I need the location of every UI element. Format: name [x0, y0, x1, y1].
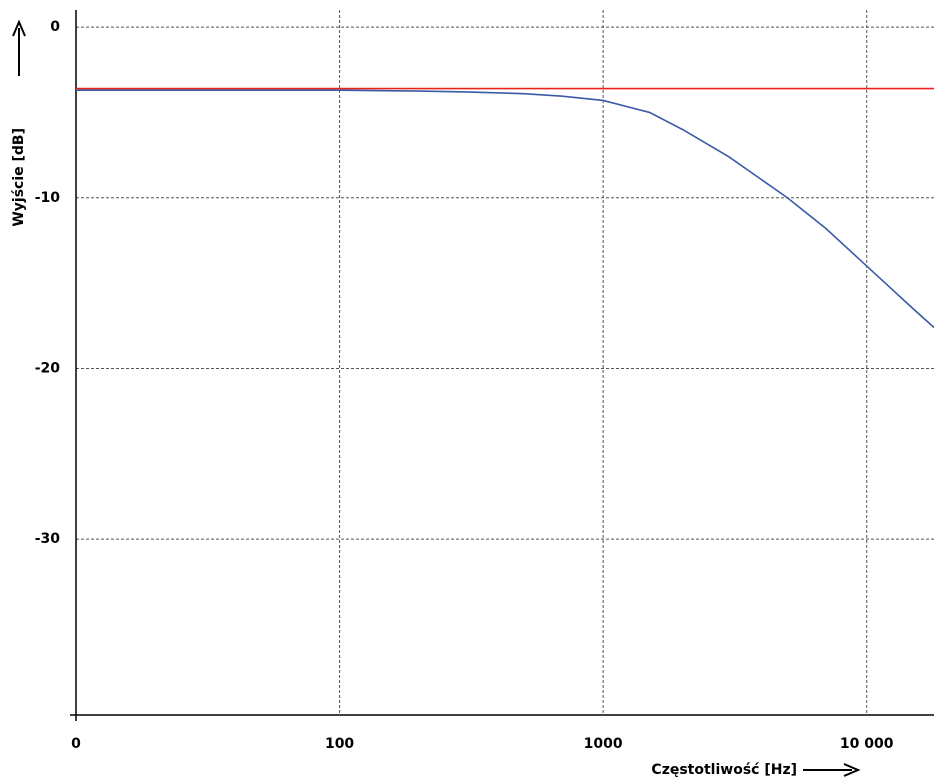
- x-tick-label: 1000: [584, 736, 623, 752]
- x-tick-label: 100: [325, 736, 354, 752]
- x-tick-label: 0: [71, 736, 81, 752]
- y-tick-label: 0: [50, 19, 60, 35]
- y-tick-label: -30: [35, 531, 61, 547]
- x-axis-arrow: [803, 763, 861, 777]
- x-tick-label: 10 000: [840, 736, 894, 752]
- series-line: [76, 89, 934, 329]
- x-axis-label: Częstotliwość [Hz]: [651, 762, 797, 778]
- y-axis-label: Wyjście [dB]: [11, 128, 27, 227]
- y-axis-arrow: [12, 19, 26, 76]
- y-tick-label: -20: [35, 360, 61, 376]
- y-tick-label: -10: [35, 190, 61, 206]
